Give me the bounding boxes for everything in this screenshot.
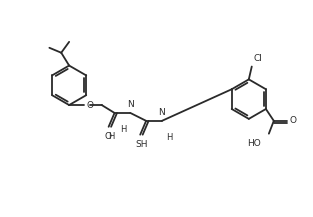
Text: O: O (104, 132, 111, 141)
Text: O: O (87, 100, 94, 110)
Text: H: H (166, 133, 172, 142)
Text: O: O (290, 116, 297, 125)
Text: Cl: Cl (254, 54, 263, 62)
Text: N: N (159, 108, 165, 117)
Text: H: H (108, 132, 114, 141)
Text: N: N (127, 100, 134, 109)
Text: SH: SH (135, 140, 147, 149)
Text: H: H (120, 125, 127, 134)
Text: HO: HO (247, 139, 261, 148)
